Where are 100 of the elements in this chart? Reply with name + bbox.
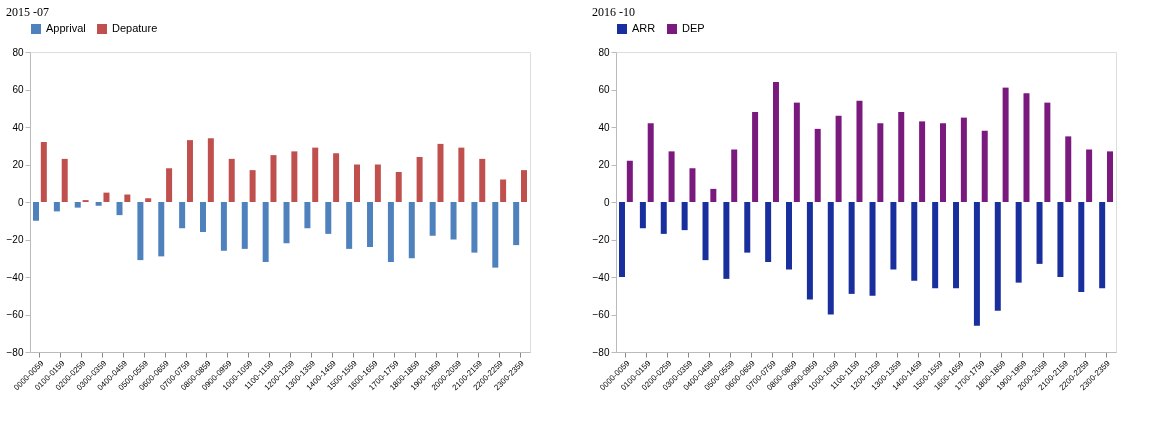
bar	[492, 202, 499, 268]
bar	[723, 202, 730, 279]
bar	[932, 202, 939, 289]
y-tick-label: 80	[12, 46, 24, 58]
bar	[848, 202, 855, 294]
bar	[179, 202, 186, 229]
bar	[166, 168, 173, 202]
bar	[387, 202, 394, 262]
bar	[1023, 93, 1030, 202]
bar	[994, 202, 1001, 311]
bar	[1015, 202, 1022, 283]
bar	[270, 155, 277, 202]
bar	[228, 158, 235, 202]
bar	[1057, 202, 1064, 277]
bar	[856, 100, 863, 202]
bar	[137, 202, 144, 261]
bar	[186, 140, 193, 202]
bar	[890, 202, 897, 270]
legend-label: Apprival	[46, 22, 86, 34]
bar	[869, 202, 876, 296]
bar	[158, 202, 165, 257]
bar	[1044, 102, 1051, 202]
bar	[61, 158, 68, 202]
y-tick-label: 40	[12, 121, 24, 133]
y-tick-label: 60	[12, 84, 24, 95]
bar	[395, 172, 402, 202]
y-tick-label: −40	[6, 271, 24, 283]
bar	[145, 198, 152, 202]
y-tick-label: −60	[6, 309, 24, 320]
y-tick-label: 80	[598, 46, 610, 58]
bar	[911, 202, 918, 281]
bar	[710, 188, 717, 202]
bar	[660, 202, 667, 234]
bar	[744, 202, 751, 253]
bar	[416, 157, 423, 202]
bar	[312, 147, 319, 202]
bar	[835, 115, 842, 202]
bar	[626, 160, 633, 202]
bar	[960, 117, 967, 202]
bar	[647, 123, 654, 202]
bar	[1002, 87, 1009, 202]
bar	[353, 164, 360, 202]
bar	[124, 194, 131, 202]
bar	[513, 202, 520, 246]
bar	[689, 168, 696, 202]
bar	[1065, 136, 1072, 202]
bar	[806, 202, 813, 300]
legend-label: ARR	[632, 22, 656, 34]
y-tick-label: −40	[592, 271, 610, 283]
bar	[429, 202, 436, 236]
bar	[33, 202, 39, 221]
bar	[40, 142, 47, 202]
bar	[95, 202, 102, 206]
y-tick-label: 20	[598, 159, 610, 170]
bar	[220, 202, 227, 251]
bar	[241, 202, 248, 249]
legend-label: Depature	[112, 22, 158, 34]
bar	[304, 202, 311, 229]
y-tick-label: 60	[598, 84, 610, 95]
bar	[731, 149, 738, 202]
bar	[981, 130, 988, 202]
bar	[500, 179, 507, 202]
bar	[702, 202, 709, 261]
bar	[1036, 202, 1043, 264]
bar	[437, 143, 444, 202]
chart-title: 2015 -07	[6, 5, 50, 19]
bar	[1099, 202, 1106, 289]
bar	[103, 192, 110, 202]
chart-title: 2016 -10	[592, 5, 636, 19]
y-tick-label: −80	[592, 346, 610, 358]
bar	[786, 202, 793, 270]
bar	[471, 202, 478, 253]
bar	[74, 202, 81, 208]
bar	[919, 121, 926, 202]
bar	[1086, 149, 1093, 202]
bar	[681, 202, 688, 231]
bar	[333, 153, 340, 202]
bar	[752, 112, 759, 202]
bar	[207, 138, 214, 202]
y-tick-label: −60	[592, 309, 610, 320]
bar	[953, 202, 960, 289]
bar	[479, 158, 486, 202]
y-tick-label: 40	[598, 121, 610, 133]
bar	[827, 202, 834, 315]
bar	[53, 202, 60, 212]
y-tick-label: 20	[12, 159, 24, 170]
bar	[283, 202, 290, 244]
bar	[458, 147, 465, 202]
y-tick-label: −20	[592, 234, 610, 245]
bar	[898, 112, 905, 202]
bar	[262, 202, 269, 262]
y-tick-label: 0	[17, 196, 24, 208]
legend-label: DEP	[682, 22, 705, 34]
bar	[814, 128, 821, 202]
bar	[249, 170, 256, 202]
y-tick-label: 0	[603, 196, 610, 208]
bar	[374, 164, 381, 202]
bar	[1078, 202, 1085, 292]
bar	[325, 202, 332, 234]
bar	[765, 202, 772, 262]
